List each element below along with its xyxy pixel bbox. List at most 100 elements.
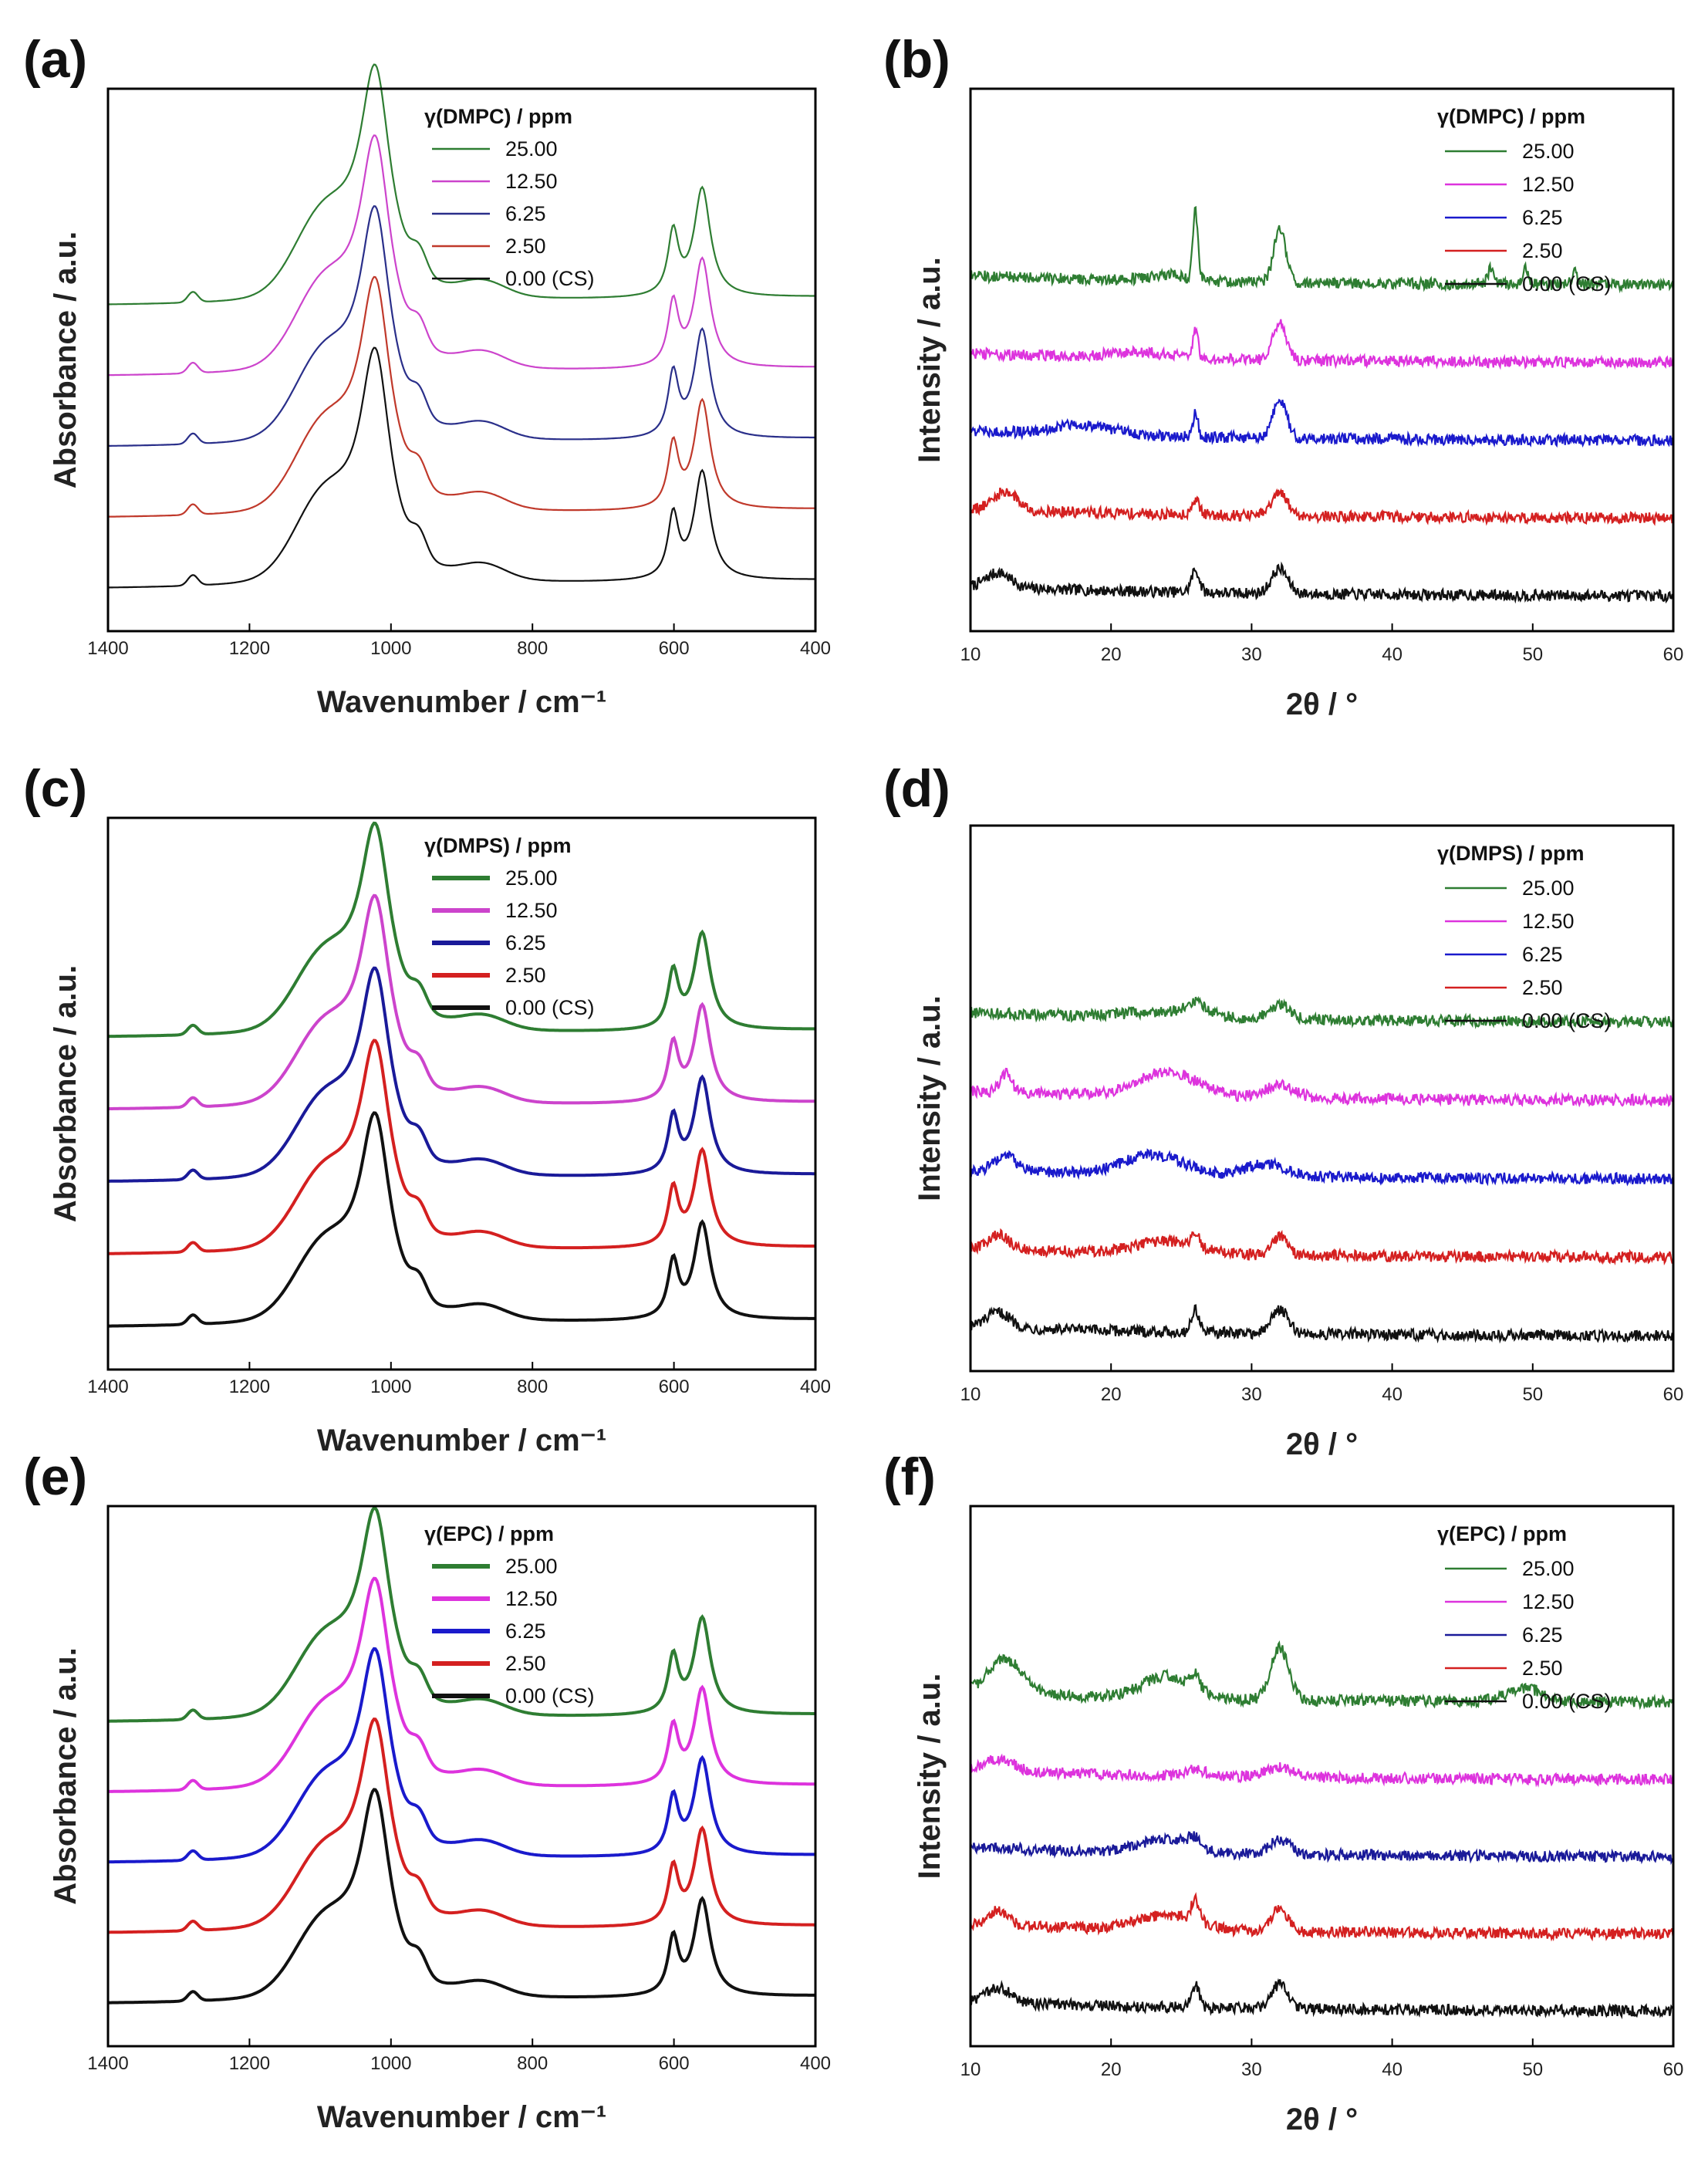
panel-label: (a) bbox=[23, 30, 87, 89]
x-tick-label: 400 bbox=[800, 1376, 831, 1397]
legend-label: 12.50 bbox=[1522, 910, 1575, 933]
legend-label: 6.25 bbox=[505, 1620, 546, 1643]
series-line-625 bbox=[108, 966, 815, 1183]
plot-frame bbox=[106, 816, 817, 1371]
series-line-000CS bbox=[970, 1978, 1674, 2020]
series-line-1250 bbox=[108, 1576, 815, 1793]
series-line-000CS bbox=[969, 1304, 1673, 1344]
x-tick-label: 40 bbox=[1382, 644, 1403, 665]
series-line-000CS bbox=[969, 561, 1673, 604]
x-axis-title: Wavenumber / cm⁻¹ bbox=[317, 1424, 606, 1457]
plot-frame bbox=[106, 1505, 817, 2048]
panel-label: (e) bbox=[23, 1447, 87, 1506]
series-line-1250 bbox=[969, 319, 1674, 370]
legend-label: 12.50 bbox=[1522, 173, 1575, 196]
panel-label: (f) bbox=[883, 1447, 936, 1506]
series-line-000CS bbox=[108, 1788, 815, 2005]
x-tick-label: 60 bbox=[1663, 644, 1684, 665]
x-axis-title: 2θ / ° bbox=[1286, 2103, 1358, 2136]
legend-label: 0.00 (CS) bbox=[1522, 1009, 1612, 1032]
legend-label: 12.50 bbox=[505, 899, 558, 922]
x-tick-label: 10 bbox=[960, 1384, 981, 1405]
x-axis-title: Wavenumber / cm⁻¹ bbox=[317, 685, 606, 719]
x-tick-label: 600 bbox=[659, 2053, 690, 2074]
series-line-000CS bbox=[108, 346, 815, 589]
panel-f: 10 20 30 40 50 60 2θ / ° Intensity / a.u. γ(EPC)… bbox=[913, 1505, 1683, 2136]
legend-label: 2.50 bbox=[505, 235, 546, 258]
plot-frame bbox=[969, 824, 1675, 1373]
legend-label: 25.00 bbox=[505, 137, 558, 160]
legend-label: 12.50 bbox=[1522, 1590, 1575, 1613]
x-tick-label: 50 bbox=[1522, 2059, 1543, 2080]
legend-label: 6.25 bbox=[1522, 1623, 1563, 1647]
legend-title: γ(EPC) / ppm bbox=[1437, 1522, 1567, 1545]
series-line-250 bbox=[108, 1039, 815, 1255]
panel-c: 1400 1200 1000 800 600 400 Wavenumber / cm⁻¹ Ab… bbox=[49, 816, 831, 1457]
legend-label: 2.50 bbox=[505, 1652, 546, 1675]
x-tick-label: 1000 bbox=[370, 2053, 411, 2074]
legend-label: 0.00 (CS) bbox=[505, 267, 595, 290]
legend-label: 6.25 bbox=[1522, 943, 1563, 966]
legend-label: 0.00 (CS) bbox=[505, 996, 595, 1019]
legend-label: 2.50 bbox=[1522, 1657, 1563, 1680]
series-line-1250 bbox=[970, 1753, 1674, 1788]
panel-label: (c) bbox=[23, 759, 87, 818]
legend-label: 6.25 bbox=[505, 931, 546, 954]
y-axis-title: Absorbance / a.u. bbox=[49, 1647, 83, 1904]
x-tick-label: 400 bbox=[800, 638, 831, 659]
series-line-1250 bbox=[969, 1066, 1673, 1108]
legend-title: γ(EPC) / ppm bbox=[424, 1522, 554, 1545]
plot-frame bbox=[106, 87, 817, 633]
series-line-2500 bbox=[970, 995, 1674, 1029]
x-tick-label: 1400 bbox=[87, 1376, 128, 1397]
series-line-625 bbox=[108, 205, 815, 447]
series-line-1250 bbox=[107, 134, 815, 377]
series-line-2500 bbox=[970, 1640, 1674, 1711]
x-tick-label: 10 bbox=[960, 644, 981, 665]
legend-title: γ(DMPC) / ppm bbox=[1437, 105, 1585, 128]
x-tick-label: 10 bbox=[960, 2059, 981, 2080]
series-line-625 bbox=[970, 1148, 1674, 1187]
x-axis-title: 2θ / ° bbox=[1286, 1427, 1358, 1461]
y-axis-title: Absorbance / a.u. bbox=[49, 231, 83, 488]
series-line-2500 bbox=[107, 821, 816, 1039]
legend-title: γ(DMPC) / ppm bbox=[424, 105, 572, 128]
y-axis-title: Intensity / a.u. bbox=[913, 995, 947, 1201]
series-line-000CS bbox=[108, 1111, 815, 1328]
panel-d: 10 20 30 40 50 60 2θ / ° Intensity / a.u. γ(DMPS… bbox=[913, 824, 1683, 1461]
series-line-250 bbox=[107, 275, 815, 518]
legend-label: 6.25 bbox=[505, 202, 546, 225]
y-axis-title: Absorbance / a.u. bbox=[49, 965, 83, 1222]
x-tick-label: 1400 bbox=[87, 2053, 128, 2074]
x-tick-label: 30 bbox=[1241, 644, 1262, 665]
x-tick-label: 1200 bbox=[229, 1376, 270, 1397]
x-tick-label: 30 bbox=[1241, 1384, 1262, 1405]
x-axis-title: 2θ / ° bbox=[1286, 687, 1358, 721]
legend-label: 0.00 (CS) bbox=[1522, 272, 1612, 296]
x-tick-label: 1000 bbox=[370, 638, 411, 659]
series-line-1250 bbox=[108, 893, 815, 1110]
x-tick-label: 50 bbox=[1522, 1384, 1543, 1405]
panel-label: (b) bbox=[883, 30, 950, 89]
legend-title: γ(DMPS) / ppm bbox=[1437, 842, 1585, 865]
legend-label: 25.00 bbox=[1522, 877, 1575, 900]
plot-frame bbox=[969, 87, 1675, 633]
legend-label: 12.50 bbox=[505, 170, 558, 193]
x-tick-label: 20 bbox=[1101, 1384, 1122, 1405]
series-line-250 bbox=[969, 1892, 1674, 1942]
x-tick-label: 800 bbox=[517, 1376, 548, 1397]
legend-label: 2.50 bbox=[505, 964, 546, 987]
legend-label: 2.50 bbox=[1522, 976, 1563, 999]
legend-label: 25.00 bbox=[505, 1555, 558, 1578]
x-tick-label: 1200 bbox=[229, 638, 270, 659]
panel-b: 10 20 30 40 50 60 2θ / ° Intensity / a.u. γ(DMPC… bbox=[913, 87, 1684, 721]
series-line-250 bbox=[969, 487, 1674, 526]
x-tick-label: 30 bbox=[1241, 2059, 1262, 2080]
x-tick-label: 800 bbox=[517, 2053, 548, 2074]
x-tick-label: 800 bbox=[517, 638, 548, 659]
legend-label: 12.50 bbox=[505, 1587, 558, 1610]
series-line-250 bbox=[108, 1717, 815, 1934]
x-tick-label: 1000 bbox=[370, 1376, 411, 1397]
x-tick-label: 600 bbox=[659, 638, 690, 659]
x-tick-label: 600 bbox=[659, 1376, 690, 1397]
